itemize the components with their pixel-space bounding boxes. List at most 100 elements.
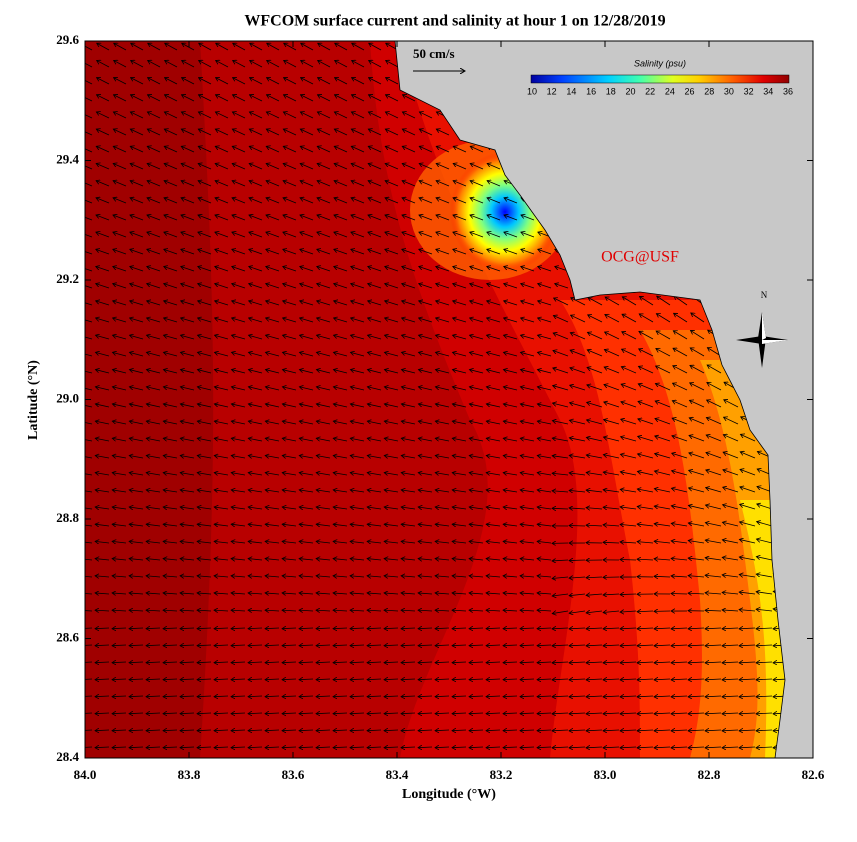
current-arrow [267,78,280,85]
current-arrow [265,438,280,441]
current-arrow [639,349,654,357]
current-arrow [146,421,161,425]
current-arrow [419,163,433,170]
current-arrow [266,129,280,136]
current-arrow [112,438,127,441]
current-arrow [299,404,314,408]
current-arrow [129,387,144,391]
current-arrow [95,438,110,441]
current-arrow [384,404,399,408]
current-arrow [419,112,433,119]
current-arrow [180,421,195,425]
current-arrow [470,181,484,187]
current-arrow [198,163,212,170]
current-arrow [147,284,161,289]
current-arrow [300,163,314,170]
x-tick-label: 82.6 [802,767,825,782]
current-arrow [436,266,450,272]
current-arrow [232,129,246,136]
current-arrow [334,215,348,221]
current-arrow [215,232,229,238]
current-arrow [233,43,246,51]
current-arrow [233,60,246,68]
current-arrow [266,146,280,153]
current-arrow [146,387,161,391]
current-arrow [487,198,501,204]
current-arrow [586,437,603,442]
current-arrow [130,266,144,272]
current-arrow [367,404,382,408]
current-arrow [333,455,348,458]
current-arrow [689,400,705,408]
current-arrow [231,370,246,374]
current-arrow [334,163,348,170]
current-arrow [435,387,450,391]
current-arrow [249,146,263,153]
colorbar-tick-label: 20 [625,86,635,96]
current-arrow [352,60,365,68]
current-arrow [198,301,212,306]
current-arrow [146,473,161,475]
current-arrow [112,404,127,408]
current-arrow [181,163,195,170]
current-arrow [317,129,331,136]
colorbar-tick-label: 16 [586,86,596,96]
current-arrow [470,215,484,221]
current-arrow [333,387,348,391]
current-arrow [250,60,263,68]
current-arrow [367,370,382,374]
current-arrow [113,266,127,272]
current-arrow [335,60,348,68]
current-arrow [283,163,297,170]
current-arrow [299,473,314,475]
current-arrow [181,146,195,153]
current-arrow [436,284,450,289]
current-arrow [384,387,399,391]
current-arrow [436,198,450,204]
current-arrow [130,95,144,102]
current-arrow [418,352,433,357]
current-arrow [283,198,297,204]
current-arrow [180,387,195,391]
current-arrow [570,368,586,374]
current-arrow [282,421,297,425]
current-arrow [215,198,229,204]
current-arrow [368,232,382,238]
current-arrow [604,350,620,357]
current-arrow [402,181,416,187]
current-arrow [487,181,501,187]
current-arrow [334,232,348,238]
current-arrow [435,404,450,408]
current-arrow [386,60,399,68]
current-arrow [215,284,229,289]
current-arrow [316,404,331,408]
current-arrow [284,60,297,68]
current-arrow [96,95,110,102]
current-arrow [384,352,399,357]
y-tick-label: 29.6 [56,32,79,47]
current-arrow [316,370,331,374]
current-arrow [317,146,331,153]
current-arrow [299,370,314,374]
current-arrow [605,332,620,340]
current-arrow [469,473,484,475]
current-arrow [248,404,263,408]
current-arrow [385,181,399,187]
current-arrow [333,421,348,425]
current-arrow [521,249,535,255]
current-arrow [622,349,637,357]
current-arrow [368,215,382,221]
current-arrow [503,352,518,357]
current-arrow [385,266,399,272]
current-arrow [452,421,467,425]
current-arrow [435,455,450,458]
current-arrow [470,232,484,238]
current-arrow [181,95,195,102]
current-arrow [351,318,365,323]
current-arrow [249,198,263,204]
current-arrow [453,335,467,340]
current-arrow [351,181,365,187]
current-arrow [113,129,127,136]
x-tick-label: 84.0 [74,767,97,782]
